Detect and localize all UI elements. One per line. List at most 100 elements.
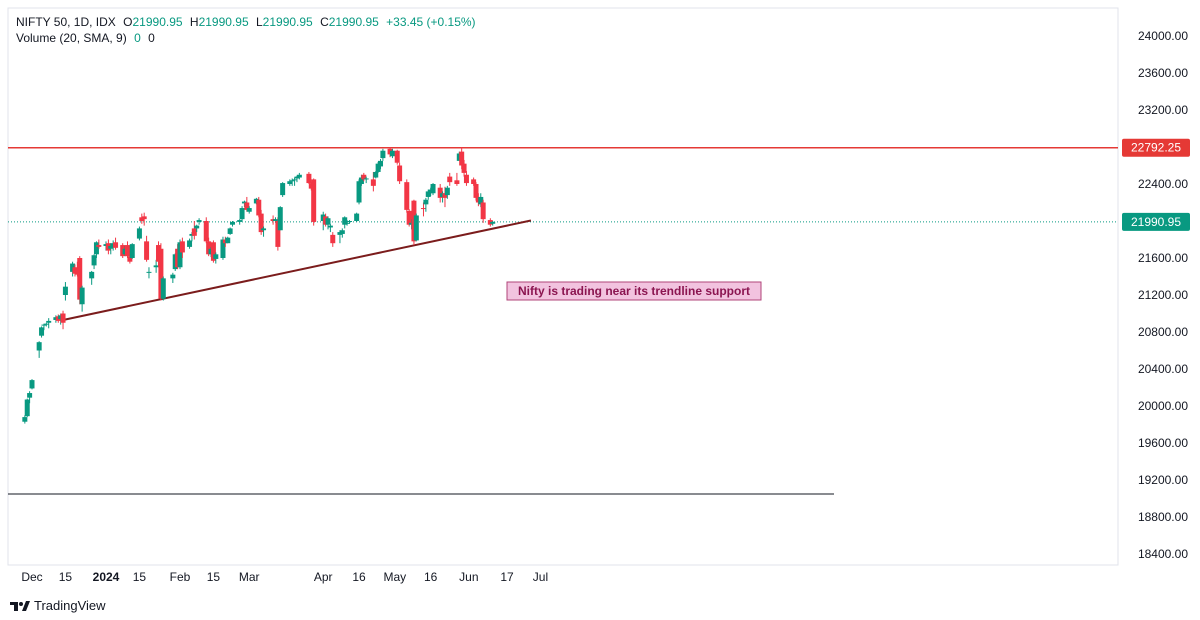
candle-body — [77, 258, 83, 300]
trendline-support — [62, 219, 532, 321]
candle-body — [230, 221, 236, 225]
candle-body — [354, 213, 360, 221]
candle-body — [144, 241, 150, 260]
candle-body — [158, 248, 164, 299]
candle-body — [463, 174, 469, 184]
time-axis-tick-label: 2024 — [93, 570, 120, 584]
candle-body — [29, 380, 35, 389]
candle-body — [227, 228, 233, 234]
candle-body — [342, 217, 348, 225]
time-axis-tick-label: 16 — [424, 570, 438, 584]
candle-body — [194, 225, 200, 229]
candle-body — [36, 342, 42, 351]
candle-body — [389, 150, 395, 157]
time-axis-tick-label: Mar — [239, 570, 260, 584]
candle-body — [370, 179, 376, 186]
candle-body — [325, 218, 331, 225]
candle-body — [258, 213, 264, 233]
candle-body — [62, 286, 68, 295]
candle-body — [220, 239, 226, 258]
last-price-tag — [1122, 212, 1190, 231]
time-axis-tick-label: 17 — [500, 570, 514, 584]
candle-body — [93, 242, 99, 255]
candle-body — [287, 181, 293, 184]
candle-body — [306, 173, 312, 184]
open-label: O — [123, 15, 133, 29]
candle-body — [447, 176, 453, 183]
change-value: +33.45 (+0.15%) — [386, 15, 476, 29]
candle-body — [375, 163, 381, 172]
candle-body — [225, 237, 231, 244]
time-axis-tick-label: 15 — [133, 570, 147, 584]
candle-body — [41, 324, 47, 326]
resistance-price-tag — [1122, 138, 1190, 157]
high-value: 21990.95 — [198, 15, 249, 29]
candle-body — [294, 176, 300, 179]
volume-indicator-label[interactable]: Volume (20, SMA, 9) — [16, 31, 127, 45]
candle-body — [413, 215, 419, 241]
candle-body — [490, 221, 496, 224]
candle-body — [27, 393, 33, 398]
candle-body — [330, 234, 336, 244]
price-axis-tick-label: 24000.00 — [1138, 29, 1188, 43]
candle-body — [296, 174, 302, 178]
candle-body — [378, 160, 384, 167]
candle-body — [22, 417, 28, 422]
candle-body — [327, 225, 333, 228]
candle-body — [206, 241, 212, 255]
price-axis-tick-label: 20400.00 — [1138, 362, 1188, 376]
candle-body — [423, 199, 429, 205]
candle-body — [191, 228, 197, 236]
candle-body — [425, 191, 431, 197]
candle-body — [275, 221, 281, 247]
price-axis-tick-label: 23600.00 — [1138, 66, 1188, 80]
candle-body — [311, 179, 317, 222]
candle-body — [244, 202, 250, 210]
candle-body — [170, 274, 176, 279]
time-axis-tick-label: May — [384, 570, 407, 584]
candle-body — [239, 208, 245, 220]
high-label: H — [189, 15, 199, 29]
resistance-price-tag-label: 22792.25 — [1131, 141, 1181, 155]
volume-value: 0 — [134, 31, 141, 45]
candle-body — [113, 242, 119, 248]
price-axis-tick-label: 18800.00 — [1138, 510, 1188, 524]
candle-body — [363, 178, 369, 180]
candle-body — [289, 180, 295, 182]
candle-body — [124, 245, 130, 257]
candle-body — [471, 179, 477, 184]
open-value: 21990.95 — [132, 15, 183, 29]
close-label: C — [320, 15, 329, 29]
candle-body — [444, 187, 450, 196]
symbol-label[interactable]: NIFTY 50, 1D, IDX — [16, 15, 116, 29]
candle-body — [79, 287, 85, 305]
candle-body — [437, 187, 443, 198]
candle-body — [96, 245, 102, 247]
price-axis-tick-label: 20800.00 — [1138, 325, 1188, 339]
candle-body — [153, 265, 159, 268]
candle-body — [60, 313, 66, 323]
price-axis-tick-label: 21200.00 — [1138, 288, 1188, 302]
candle-body — [210, 242, 216, 261]
candle-body — [187, 240, 193, 247]
candle-body — [179, 241, 185, 253]
price-axis-tick-label: 23200.00 — [1138, 103, 1188, 117]
annotation-text: Nifty is trading near its trendline supp… — [518, 284, 750, 298]
tradingview-brand[interactable]: TradingView — [10, 598, 106, 613]
low-label: L — [255, 15, 263, 29]
price-axis-tick-label: 22400.00 — [1138, 177, 1188, 191]
candle-body — [89, 271, 95, 279]
candle-body — [404, 182, 410, 210]
candle-body — [346, 221, 352, 222]
candle-body — [339, 230, 345, 234]
candle-body — [473, 184, 479, 198]
ohlc-legend: NIFTY 50, 1D, IDX O21990.95 H21990.95 L2… — [16, 15, 476, 29]
price-axis-tick-label: 20000.00 — [1138, 399, 1188, 413]
price-axis-tick-label: 21600.00 — [1138, 251, 1188, 265]
candle-body — [394, 150, 400, 163]
price-axis-tick-label: 18400.00 — [1138, 547, 1188, 561]
volume-legend: Volume (20, SMA, 9) 0 0 — [16, 31, 155, 45]
volume-sma-value: 0 — [148, 31, 155, 45]
candle-body — [361, 174, 367, 180]
